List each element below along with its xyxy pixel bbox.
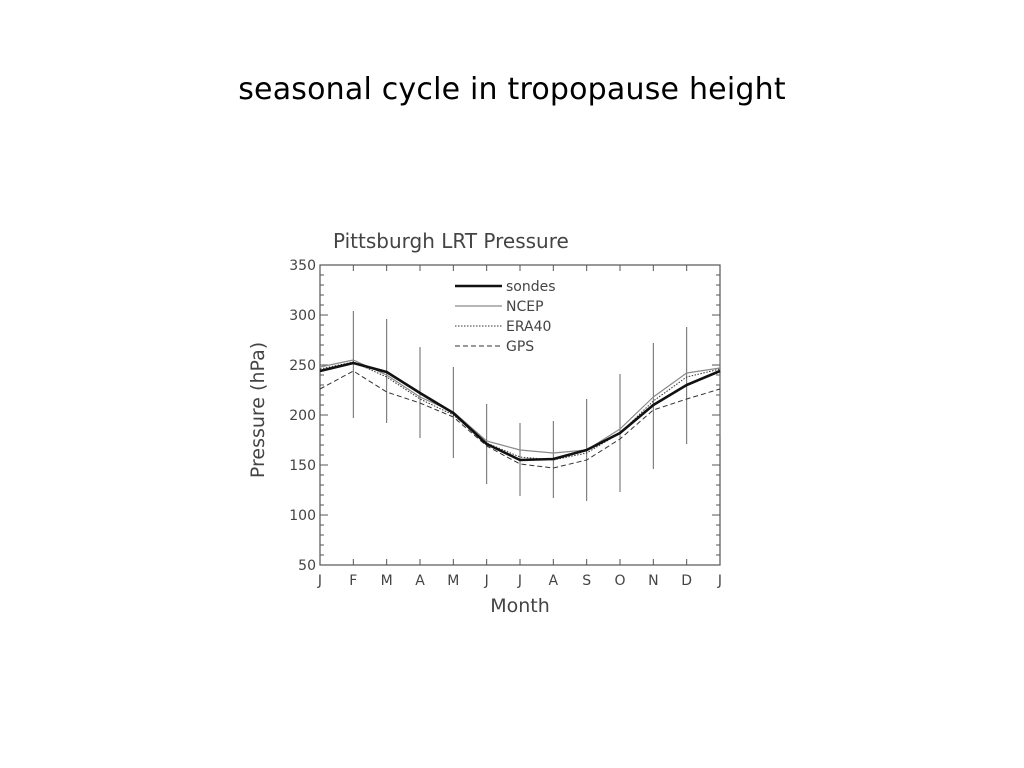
legend-label-ncep: NCEP <box>506 299 544 315</box>
y-tick-label: 50 <box>298 558 316 574</box>
x-tick-label: J <box>517 573 522 589</box>
legend-label-era40: ERA40 <box>506 319 551 335</box>
legend: sondes NCEP ERA40 GPS <box>455 279 556 355</box>
x-tick-label: O <box>614 573 625 589</box>
series-line-ncep <box>319 359 721 454</box>
x-tick-label: J <box>717 573 722 589</box>
x-tick-label: S <box>582 573 591 589</box>
x-tick-label: A <box>415 573 425 589</box>
series-lines <box>319 359 721 469</box>
x-tick-label: N <box>648 573 658 589</box>
x-axis-label: Month <box>490 595 550 617</box>
y-tick-label: 150 <box>289 458 316 474</box>
x-tick-label: A <box>549 573 559 589</box>
chart-title: Pittsburgh LRT Pressure <box>333 229 569 253</box>
x-tick-label: F <box>349 573 357 589</box>
x-tick-label: D <box>681 573 692 589</box>
y-tick-label: 100 <box>289 508 316 524</box>
x-tick-label: J <box>484 573 489 589</box>
x-tick-label: M <box>447 573 459 589</box>
legend-label-sondes: sondes <box>506 279 556 295</box>
slide-title: seasonal cycle in tropopause height <box>238 72 786 107</box>
y-tick-label: 250 <box>289 358 316 374</box>
y-ticks: 50 100 150 200 250 300 350 <box>289 258 720 574</box>
x-tick-label: M <box>381 573 393 589</box>
series-line-sondes <box>319 361 721 462</box>
legend-label-gps: GPS <box>506 339 534 355</box>
x-tick-label: J <box>317 573 322 589</box>
y-axis-label: Pressure (hPa) <box>247 342 269 478</box>
y-tick-label: 300 <box>289 308 316 324</box>
y-tick-label: 200 <box>289 408 316 424</box>
y-tick-label: 350 <box>289 258 316 274</box>
